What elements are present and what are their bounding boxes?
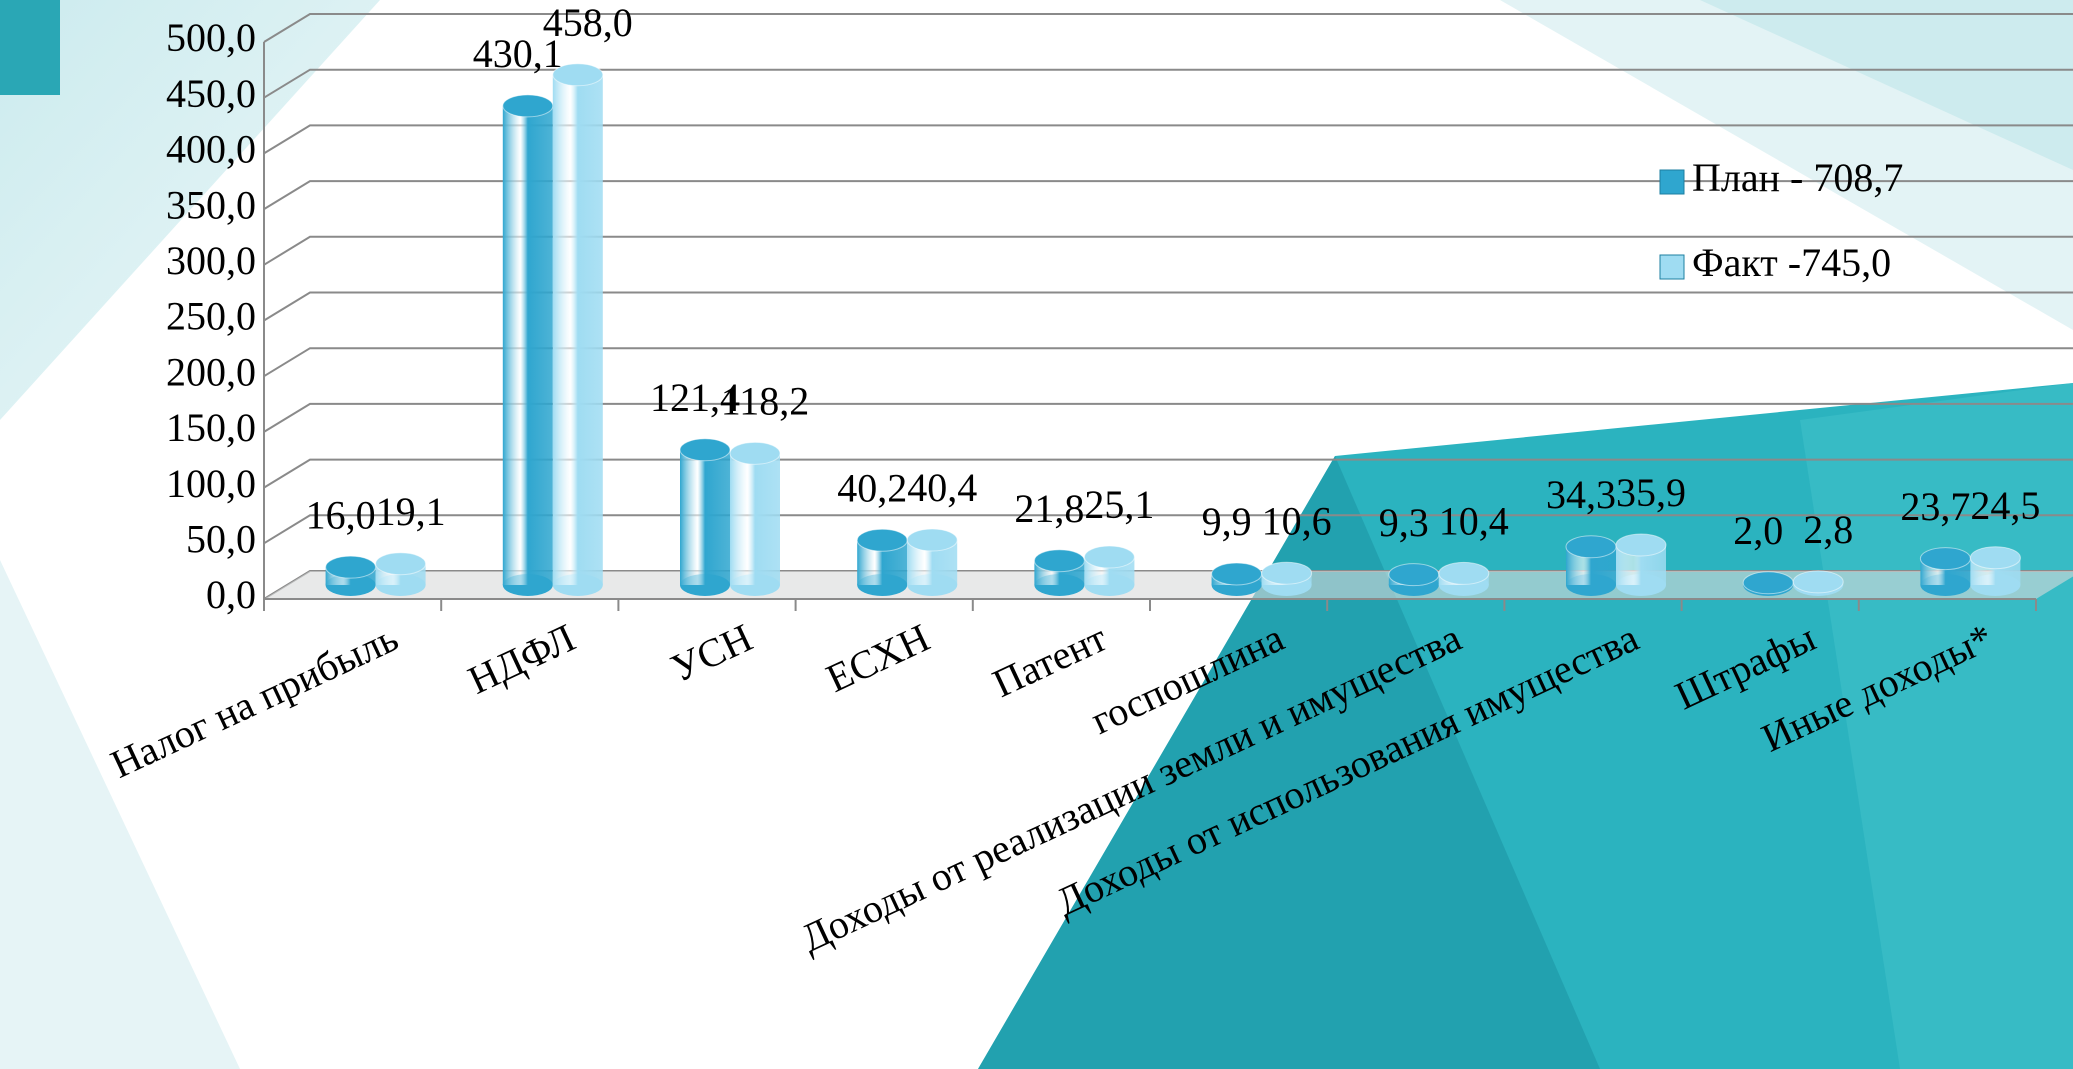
value-label: 23,7 [1900,484,1970,529]
value-label: 34,3 [1546,472,1616,517]
bar-cap [552,63,604,87]
bar-cap [375,552,427,576]
grid-line [263,13,2073,43]
bar-cap [729,441,781,465]
grid-line [263,347,2073,378]
bar-cap [1388,563,1440,587]
value-label: 118,2 [721,378,810,423]
value-label: 458,0 [543,0,633,45]
value-label: 19,1 [376,489,446,534]
value-label: 35,9 [1616,470,1686,515]
y-tick-label: 150,0 [166,405,256,450]
legend-swatch [1659,254,1685,280]
bar [502,105,553,586]
value-label: 40,4 [907,465,977,510]
bar-cap [856,528,908,552]
bar [730,453,780,585]
y-tick-label: 0,0 [206,572,256,617]
bar-cap [1083,545,1135,569]
grid-line [263,180,2073,210]
bar-cap [1919,547,1971,571]
bar-cap [1211,562,1263,586]
y-tick-label: 300,0 [166,238,256,283]
value-label: 121,4 [650,375,740,420]
x-tick-label: УСН [664,615,759,691]
legend-swatch [1659,169,1685,195]
grid-line [263,514,2073,545]
value-label: 9,3 [1379,500,1429,545]
value-label: 10,6 [1262,498,1332,543]
x-tick-label: Налог на прибыль [104,615,405,787]
x-tick-label: ЕСХН [819,615,936,701]
bar-cap [325,555,377,579]
y-tick-label: 50,0 [186,516,256,561]
bar-cap [1438,561,1490,585]
x-tick-label: Патент [986,615,1114,706]
y-tick-label: 200,0 [166,349,256,394]
bar-cap [1033,549,1085,573]
grid-line [263,291,2073,322]
y-tick-label: 450,0 [166,71,256,116]
bar-cap [1792,570,1844,594]
value-label: 2,0 [1733,508,1783,553]
value-label: 10,4 [1439,499,1509,544]
y-tick-label: 500,0 [166,15,256,60]
grid-line [263,124,2073,155]
bar-cap [1742,571,1794,595]
grid-line [263,68,2073,99]
y-tick-label: 400,0 [166,127,256,172]
value-label: 40,2 [837,465,907,510]
bar-cap [1615,533,1667,557]
y-tick-label: 250,0 [166,294,256,339]
legend-label: План - 708,7 [1692,155,1903,200]
grid-line [263,235,2073,266]
bar-cap [1565,535,1617,559]
y-tick-label: 350,0 [166,182,256,227]
y-tick-label: 100,0 [166,461,256,506]
bar-cap [1261,561,1313,585]
bar-cap [1969,546,2021,570]
bar [552,74,603,586]
value-label: 25,1 [1084,482,1154,527]
bar-cap [679,438,731,462]
grid-line [263,402,2073,433]
bar [680,449,730,585]
legend-label: Факт -745,0 [1692,240,1891,285]
value-label: 21,8 [1014,486,1084,531]
grid-line [263,458,2073,489]
value-label: 430,1 [473,31,563,76]
value-label: 9,9 [1202,499,1252,544]
bar-cap [502,94,554,118]
value-label: 2,8 [1803,507,1853,552]
value-label: 24,5 [1970,483,2040,528]
bar-cap [906,528,958,552]
x-tick-label: НДФЛ [461,615,581,703]
value-label: 16,0 [306,492,376,537]
